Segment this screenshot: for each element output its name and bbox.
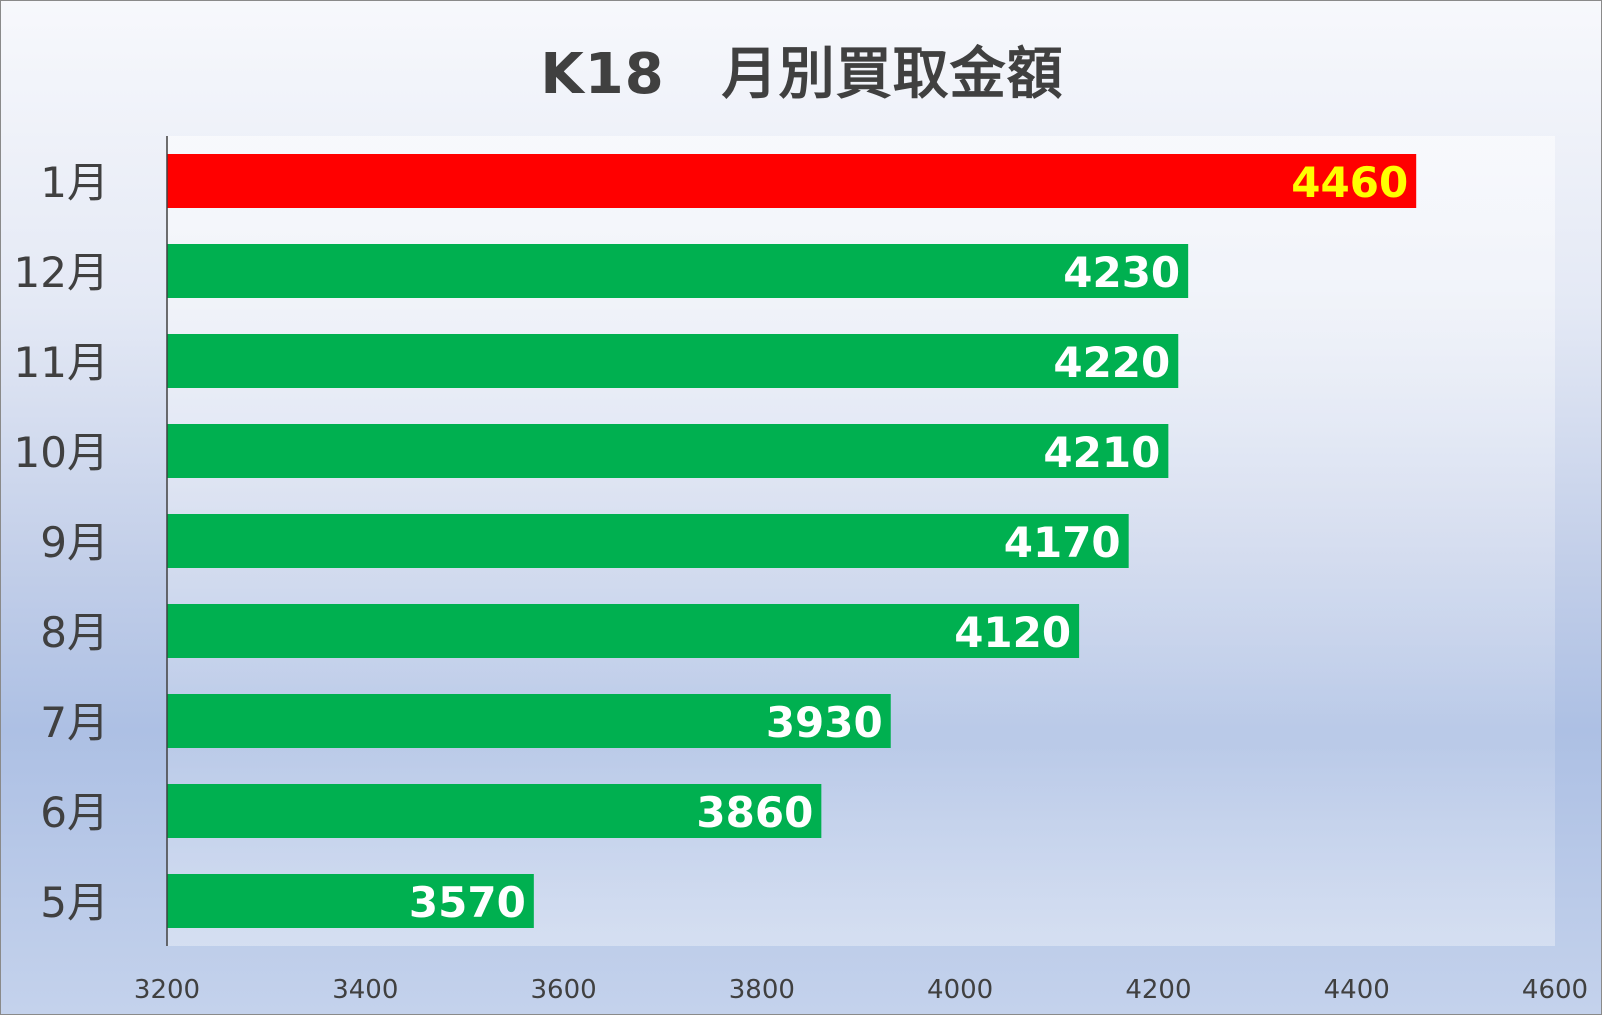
data-label: 4460	[1291, 158, 1408, 207]
category-label: 11月	[14, 338, 109, 387]
category-label: 6月	[40, 788, 109, 837]
category-label: 10月	[14, 428, 109, 477]
x-tick-label: 3200	[134, 975, 200, 1005]
data-label: 4210	[1043, 428, 1160, 477]
chart-title: K18 月別買取金額	[540, 42, 1064, 107]
category-label: 9月	[40, 518, 109, 567]
category-label: 7月	[40, 698, 109, 747]
bar	[167, 244, 1189, 298]
bar	[167, 424, 1169, 478]
data-label: 4220	[1053, 338, 1170, 387]
bar	[167, 334, 1179, 388]
data-label: 3930	[766, 698, 883, 747]
category-label: 1月	[40, 158, 109, 207]
category-label: 12月	[14, 248, 109, 297]
x-tick-label: 4600	[1522, 975, 1588, 1005]
category-label: 5月	[40, 878, 109, 927]
bar	[167, 514, 1129, 568]
bar	[167, 154, 1417, 208]
x-tick-label: 4400	[1324, 975, 1390, 1005]
bar	[167, 784, 822, 838]
data-label: 3570	[409, 878, 526, 927]
bar	[167, 874, 534, 928]
category-label: 8月	[40, 608, 109, 657]
bar	[167, 604, 1080, 658]
x-tick-label: 4000	[927, 975, 993, 1005]
data-label: 4230	[1063, 248, 1180, 297]
data-label: 4170	[1004, 518, 1121, 567]
x-tick-label: 3400	[332, 975, 398, 1005]
x-tick-label: 3800	[729, 975, 795, 1005]
data-label: 3860	[696, 788, 813, 837]
x-tick-label: 4200	[1125, 975, 1191, 1005]
bar	[167, 694, 891, 748]
x-tick-label: 3600	[530, 975, 596, 1005]
data-label: 4120	[954, 608, 1071, 657]
